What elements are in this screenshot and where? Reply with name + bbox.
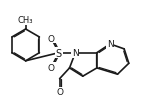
Text: N: N [72,49,79,58]
Text: N: N [107,40,114,49]
Text: O: O [48,63,55,72]
Text: O: O [48,34,55,43]
Text: O: O [56,88,63,97]
Text: S: S [56,48,62,58]
Text: CH₃: CH₃ [18,16,33,25]
